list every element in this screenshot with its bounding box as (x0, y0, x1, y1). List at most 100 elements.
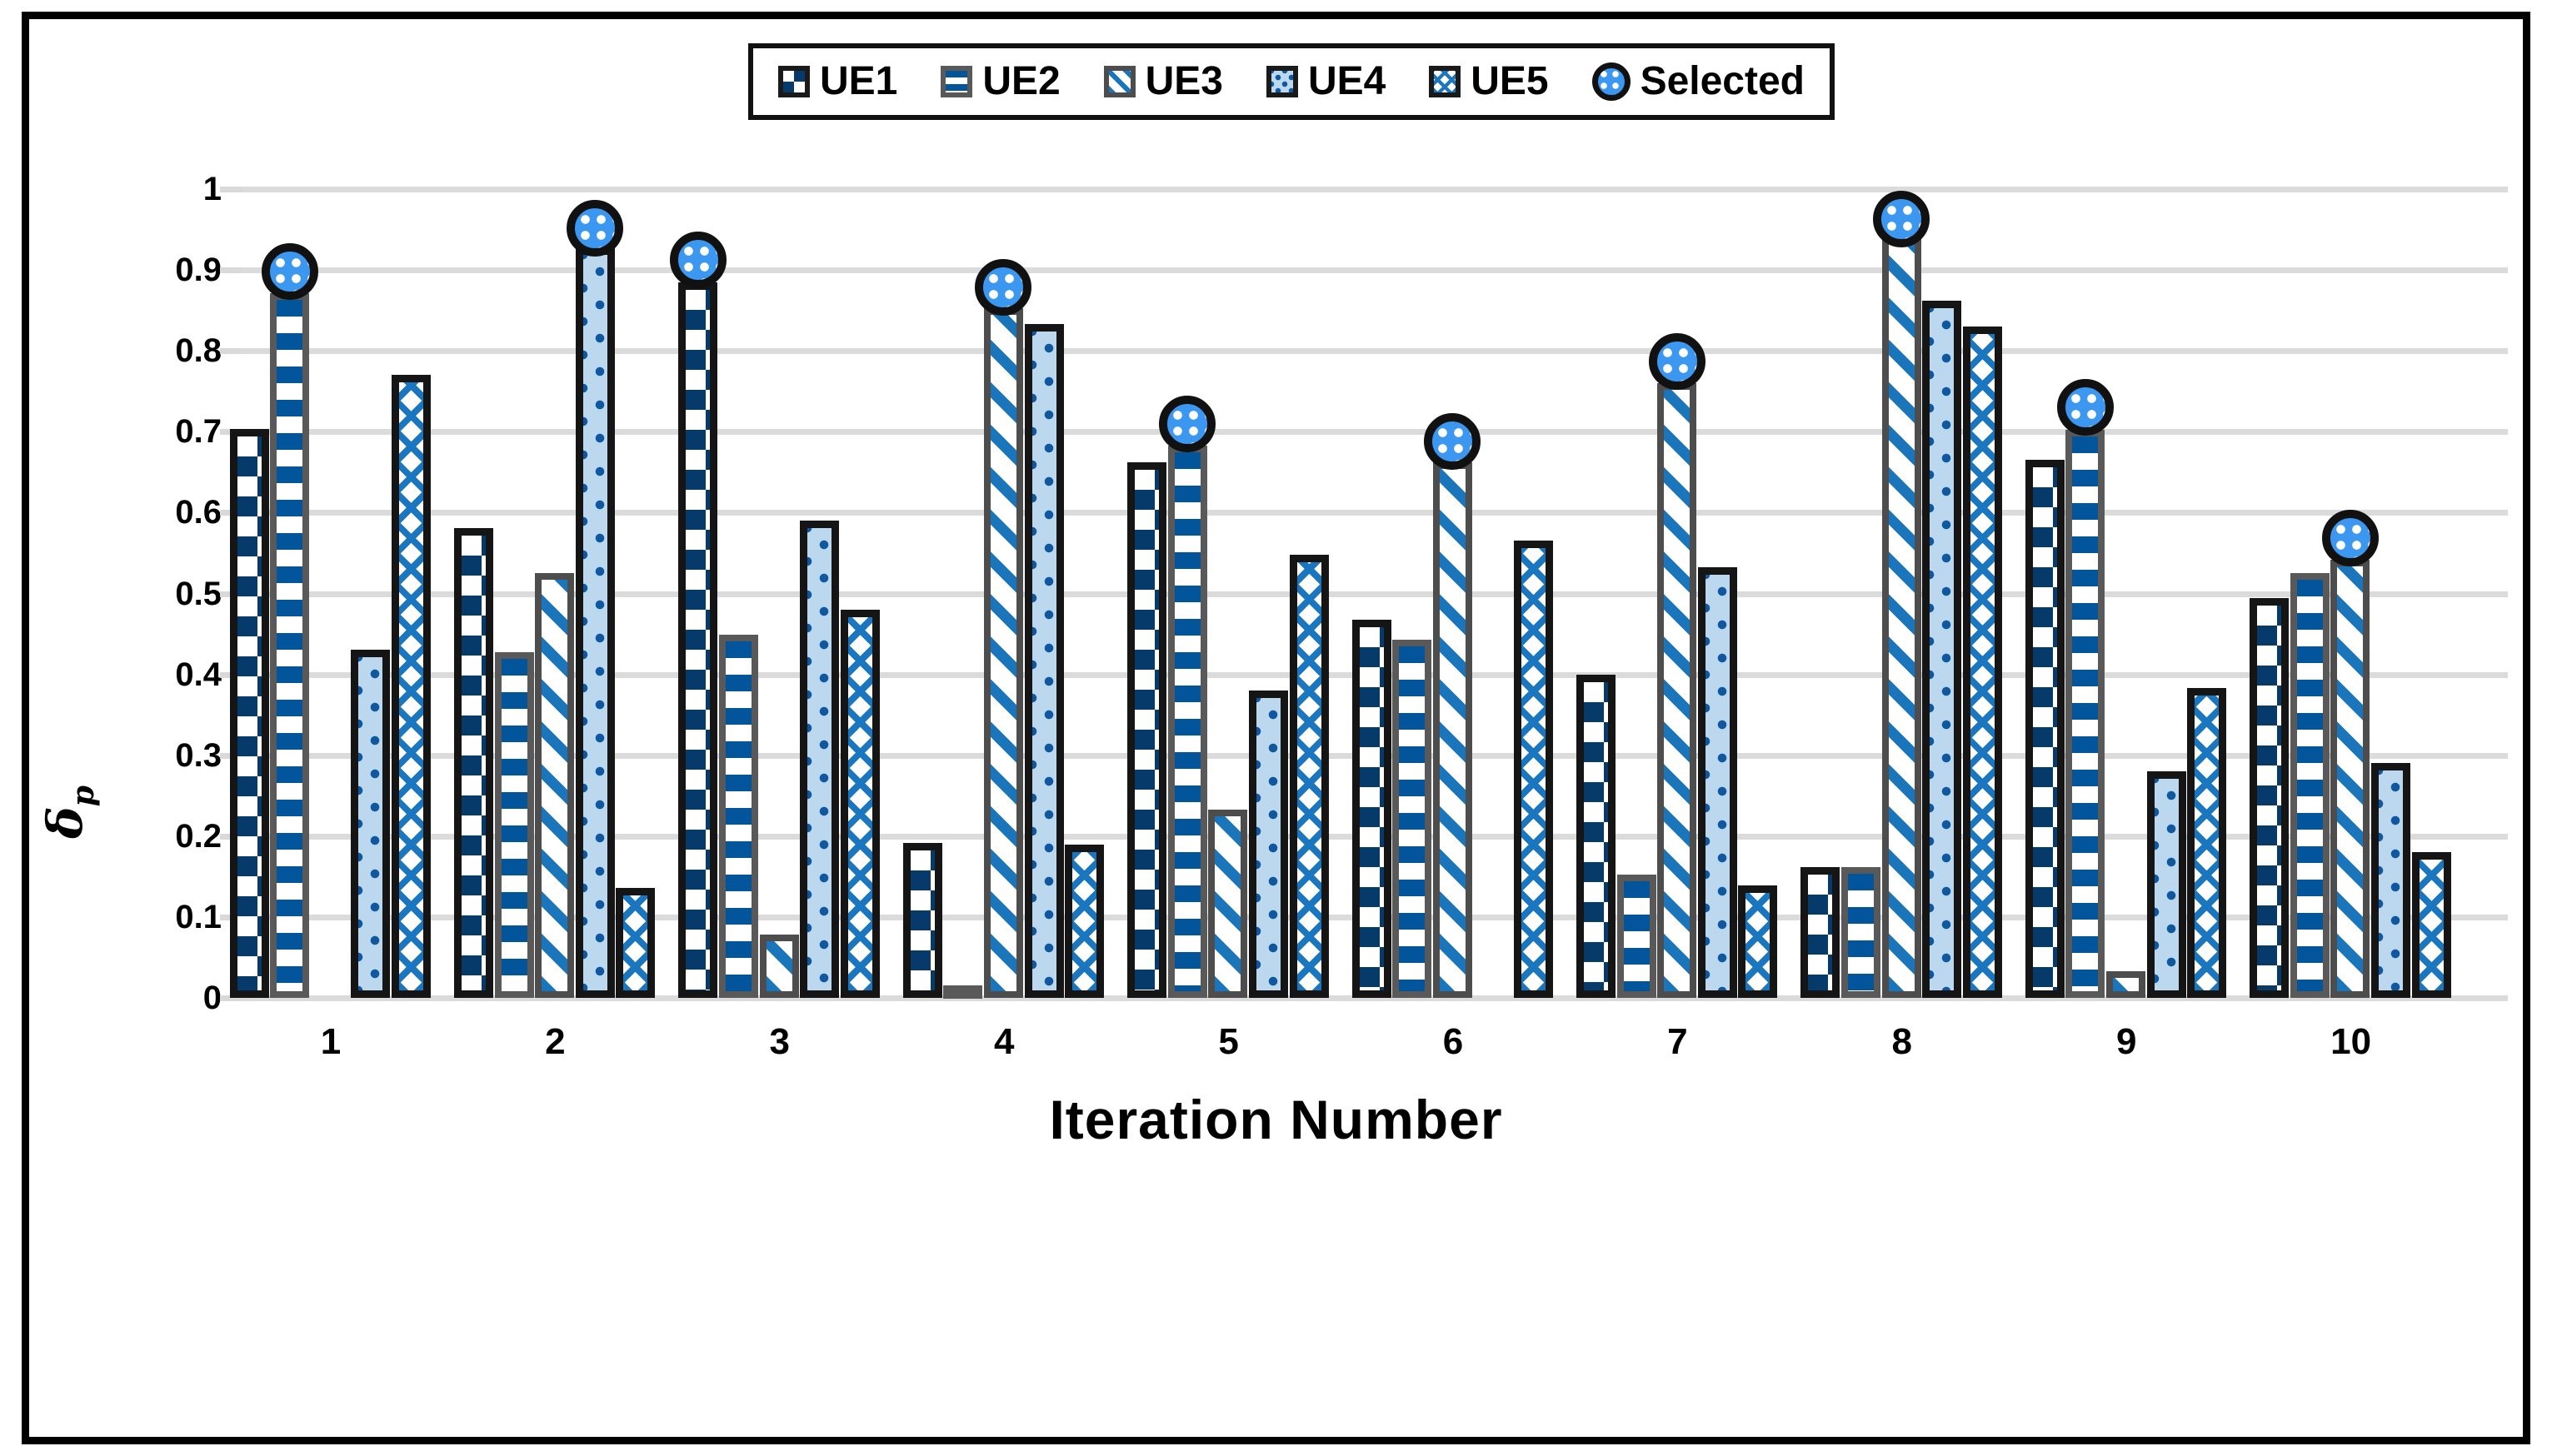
selected-marker-iteration-5 (1159, 395, 1216, 452)
dotted-lightblue-square-icon (1266, 66, 1298, 97)
y-tick-label-0.9: 0.9 (175, 252, 222, 289)
legend-label: UE5 (1471, 59, 1549, 103)
bar-ue1-iteration-10 (2250, 598, 2290, 998)
checkerboard-navy-square-icon (778, 66, 810, 97)
legend-label: UE4 (1307, 59, 1386, 103)
y-tick-label-0: 0 (202, 980, 222, 1016)
x-tick-label-5: 5 (1218, 1021, 1239, 1062)
bar-ue5-iteration-3 (840, 609, 880, 998)
legend-item-ue5: UE5 (1429, 59, 1549, 103)
bar-ue3-iteration-9 (2105, 970, 2145, 998)
bar-ue3-iteration-5 (1208, 809, 1248, 998)
bar-ue1-iteration-2 (453, 527, 493, 998)
crosshatch-lightblue-square-icon (1429, 66, 1461, 97)
bar-ue5-iteration-5 (1289, 554, 1329, 998)
bar-ue5-iteration-1 (391, 375, 431, 998)
x-tick-label-6: 6 (1442, 1021, 1464, 1062)
legend: UE1 UE2 UE3 UE4 UE5 Selected (748, 43, 1835, 120)
diagonal-stripes-blue-square-icon (1103, 66, 1136, 97)
gridline-0.8 (242, 348, 2508, 355)
legend-label: UE3 (1145, 59, 1223, 103)
x-tick-label-1: 1 (320, 1021, 342, 1062)
bar-ue2-iteration-6 (1392, 639, 1432, 998)
bar-ue2-iteration-1 (270, 293, 310, 998)
bar-ue4-iteration-10 (2370, 763, 2410, 998)
legend-item-ue3: UE3 (1103, 59, 1223, 103)
y-tick-label-0.8: 0.8 (175, 332, 222, 370)
bar-ue4-iteration-8 (1922, 300, 1962, 998)
bar-ue2-iteration-2 (494, 652, 534, 998)
gridline-1 (242, 187, 2508, 192)
bar-ue1-iteration-7 (1576, 674, 1616, 998)
bar-ue5-iteration-10 (2411, 852, 2451, 998)
bar-ue5-iteration-4 (1065, 844, 1105, 998)
legend-item-selected: Selected (1591, 59, 1805, 103)
gridline-0.6 (242, 510, 2508, 516)
bar-ue2-iteration-8 (1840, 866, 1880, 998)
selected-marker-iteration-3 (669, 232, 727, 289)
y-tick-mark (220, 348, 242, 355)
selected-marker-iteration-7 (1648, 332, 1705, 390)
selected-marker-iteration-6 (1424, 412, 1481, 470)
bar-ue3-iteration-8 (1881, 237, 1921, 998)
bar-ue3-iteration-3 (759, 935, 799, 998)
gridline-0.5 (242, 591, 2508, 597)
x-tick-label-7: 7 (1667, 1021, 1688, 1062)
bar-ue5-iteration-2 (616, 887, 656, 998)
y-tick-label-1: 1 (202, 171, 222, 207)
x-tick-label-8: 8 (1891, 1021, 1913, 1062)
x-axis-title: Iteration Number (1049, 1089, 1503, 1150)
bar-ue5-iteration-6 (1513, 541, 1553, 998)
gridline-0.9 (242, 267, 2508, 274)
y-tick-label-0.6: 0.6 (175, 494, 222, 531)
bar-ue3-iteration-7 (1657, 383, 1697, 998)
bar-ue1-iteration-8 (1800, 866, 1840, 998)
bar-ue1-iteration-4 (902, 842, 942, 998)
selected-marker-iteration-1 (261, 243, 318, 301)
x-tick-label-2: 2 (545, 1021, 566, 1062)
bar-ue1-iteration-1 (229, 429, 269, 998)
gridline-0.7 (242, 429, 2508, 436)
y-tick-label-0.3: 0.3 (175, 736, 222, 774)
selected-marker-iteration-4 (975, 259, 1032, 317)
bar-ue1-iteration-5 (1127, 462, 1167, 998)
y-tick-label-0.1: 0.1 (175, 898, 222, 935)
x-tick-label-9: 9 (2115, 1021, 2137, 1062)
bar-ue5-iteration-7 (1738, 885, 1778, 998)
bar-ue4-iteration-5 (1248, 691, 1288, 998)
gridline-0 (242, 995, 2508, 1001)
bar-ue4-iteration-2 (575, 247, 615, 998)
x-tick-label-4: 4 (993, 1021, 1015, 1062)
selected-marker-iteration-9 (2056, 379, 2114, 436)
bar-ue4-iteration-9 (2146, 771, 2186, 998)
legend-label: Selected (1640, 59, 1805, 103)
bar-ue3-iteration-6 (1432, 462, 1472, 998)
bar-ue4-iteration-7 (1697, 567, 1737, 998)
legend-item-ue4: UE4 (1266, 62, 1386, 102)
bar-ue3-iteration-2 (535, 573, 575, 998)
bar-ue4-iteration-4 (1024, 324, 1064, 998)
selected-marker-iteration-8 (1873, 190, 1930, 247)
legend-item-ue1: UE1 (778, 62, 897, 102)
y-tick-label-0.5: 0.5 (175, 575, 222, 612)
bar-ue2-iteration-10 (2290, 573, 2330, 998)
bar-ue1-iteration-6 (1351, 619, 1391, 998)
y-tick-mark (220, 995, 242, 1001)
bar-ue3-iteration-4 (983, 307, 1023, 998)
x-tick-label-3: 3 (769, 1021, 791, 1062)
bar-ue5-iteration-9 (2187, 688, 2227, 998)
chart-border-frame (22, 12, 2530, 1444)
y-tick-mark (220, 267, 242, 274)
y-axis-subscript: p (66, 785, 101, 807)
bar-ue2-iteration-4 (943, 985, 983, 1000)
y-tick-mark (220, 187, 242, 192)
bar-ue4-iteration-3 (800, 521, 840, 998)
selected-marker-iteration-2 (567, 199, 624, 257)
bar-ue2-iteration-7 (1616, 875, 1656, 998)
bar-ue5-iteration-8 (1962, 327, 2002, 998)
horizontal-stripes-blue-square-icon (941, 66, 973, 97)
y-tick-label-0.7: 0.7 (175, 413, 222, 451)
dotted-blue-circle-icon (1591, 62, 1631, 101)
selected-marker-iteration-10 (2321, 510, 2379, 567)
